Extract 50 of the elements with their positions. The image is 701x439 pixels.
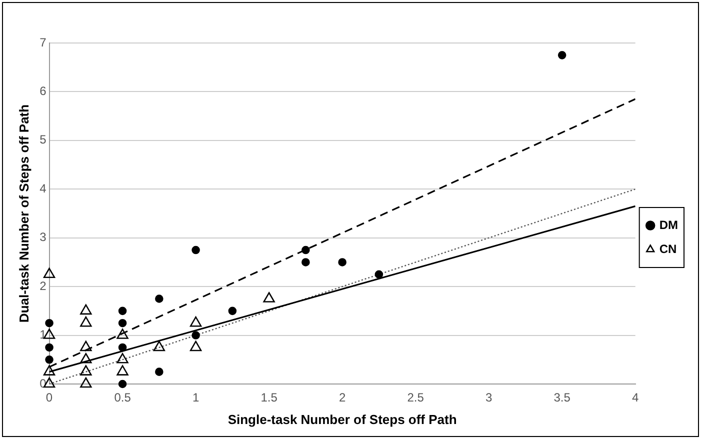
x-tick-label: 0.5 [114, 390, 132, 405]
point [118, 318, 127, 328]
y-tick-label: 7 [40, 35, 47, 50]
point [45, 343, 54, 352]
legend-label: DM [659, 218, 678, 232]
y-tick-label: 2 [40, 278, 47, 293]
x-tick-label: 2 [338, 390, 346, 405]
point [80, 377, 92, 388]
point [190, 316, 202, 327]
point [118, 343, 127, 352]
point [302, 258, 310, 266]
point [153, 340, 166, 352]
point [116, 328, 128, 339]
y-tick-label: 4 [40, 181, 47, 196]
point [192, 331, 200, 340]
point [80, 304, 92, 315]
point [80, 365, 92, 376]
point [43, 365, 56, 376]
x-tick-label: 1.5 [260, 390, 278, 405]
point [118, 306, 127, 316]
point [192, 246, 200, 254]
point [45, 318, 54, 328]
y-tick-label: 3 [40, 230, 47, 244]
point [43, 268, 56, 278]
point [118, 380, 127, 388]
point [116, 352, 128, 364]
point [190, 340, 202, 352]
point [80, 340, 92, 352]
point [116, 365, 128, 376]
point [338, 258, 346, 266]
point [302, 246, 310, 254]
x-axis-title: Single-task Number of Steps off Path [228, 412, 457, 427]
point [263, 292, 275, 302]
point [374, 270, 384, 279]
x-tick-label: 4 [632, 390, 639, 405]
x-tick-label: 2.5 [407, 390, 424, 405]
x-tick-label: 3.5 [554, 390, 571, 405]
point [228, 306, 237, 316]
point [155, 368, 164, 376]
point [80, 352, 92, 364]
y-tick-label: 5 [40, 132, 47, 147]
x-tick-label: 3 [485, 390, 492, 405]
point [45, 355, 54, 364]
y-axis-title: Dual-task Number of Steps off Path [16, 104, 32, 323]
point [155, 294, 164, 303]
y-tick-label: 6 [40, 84, 47, 98]
point [80, 316, 92, 327]
legend-label: CN [659, 242, 677, 256]
point [558, 51, 566, 60]
x-tick-label: 1 [192, 390, 200, 405]
